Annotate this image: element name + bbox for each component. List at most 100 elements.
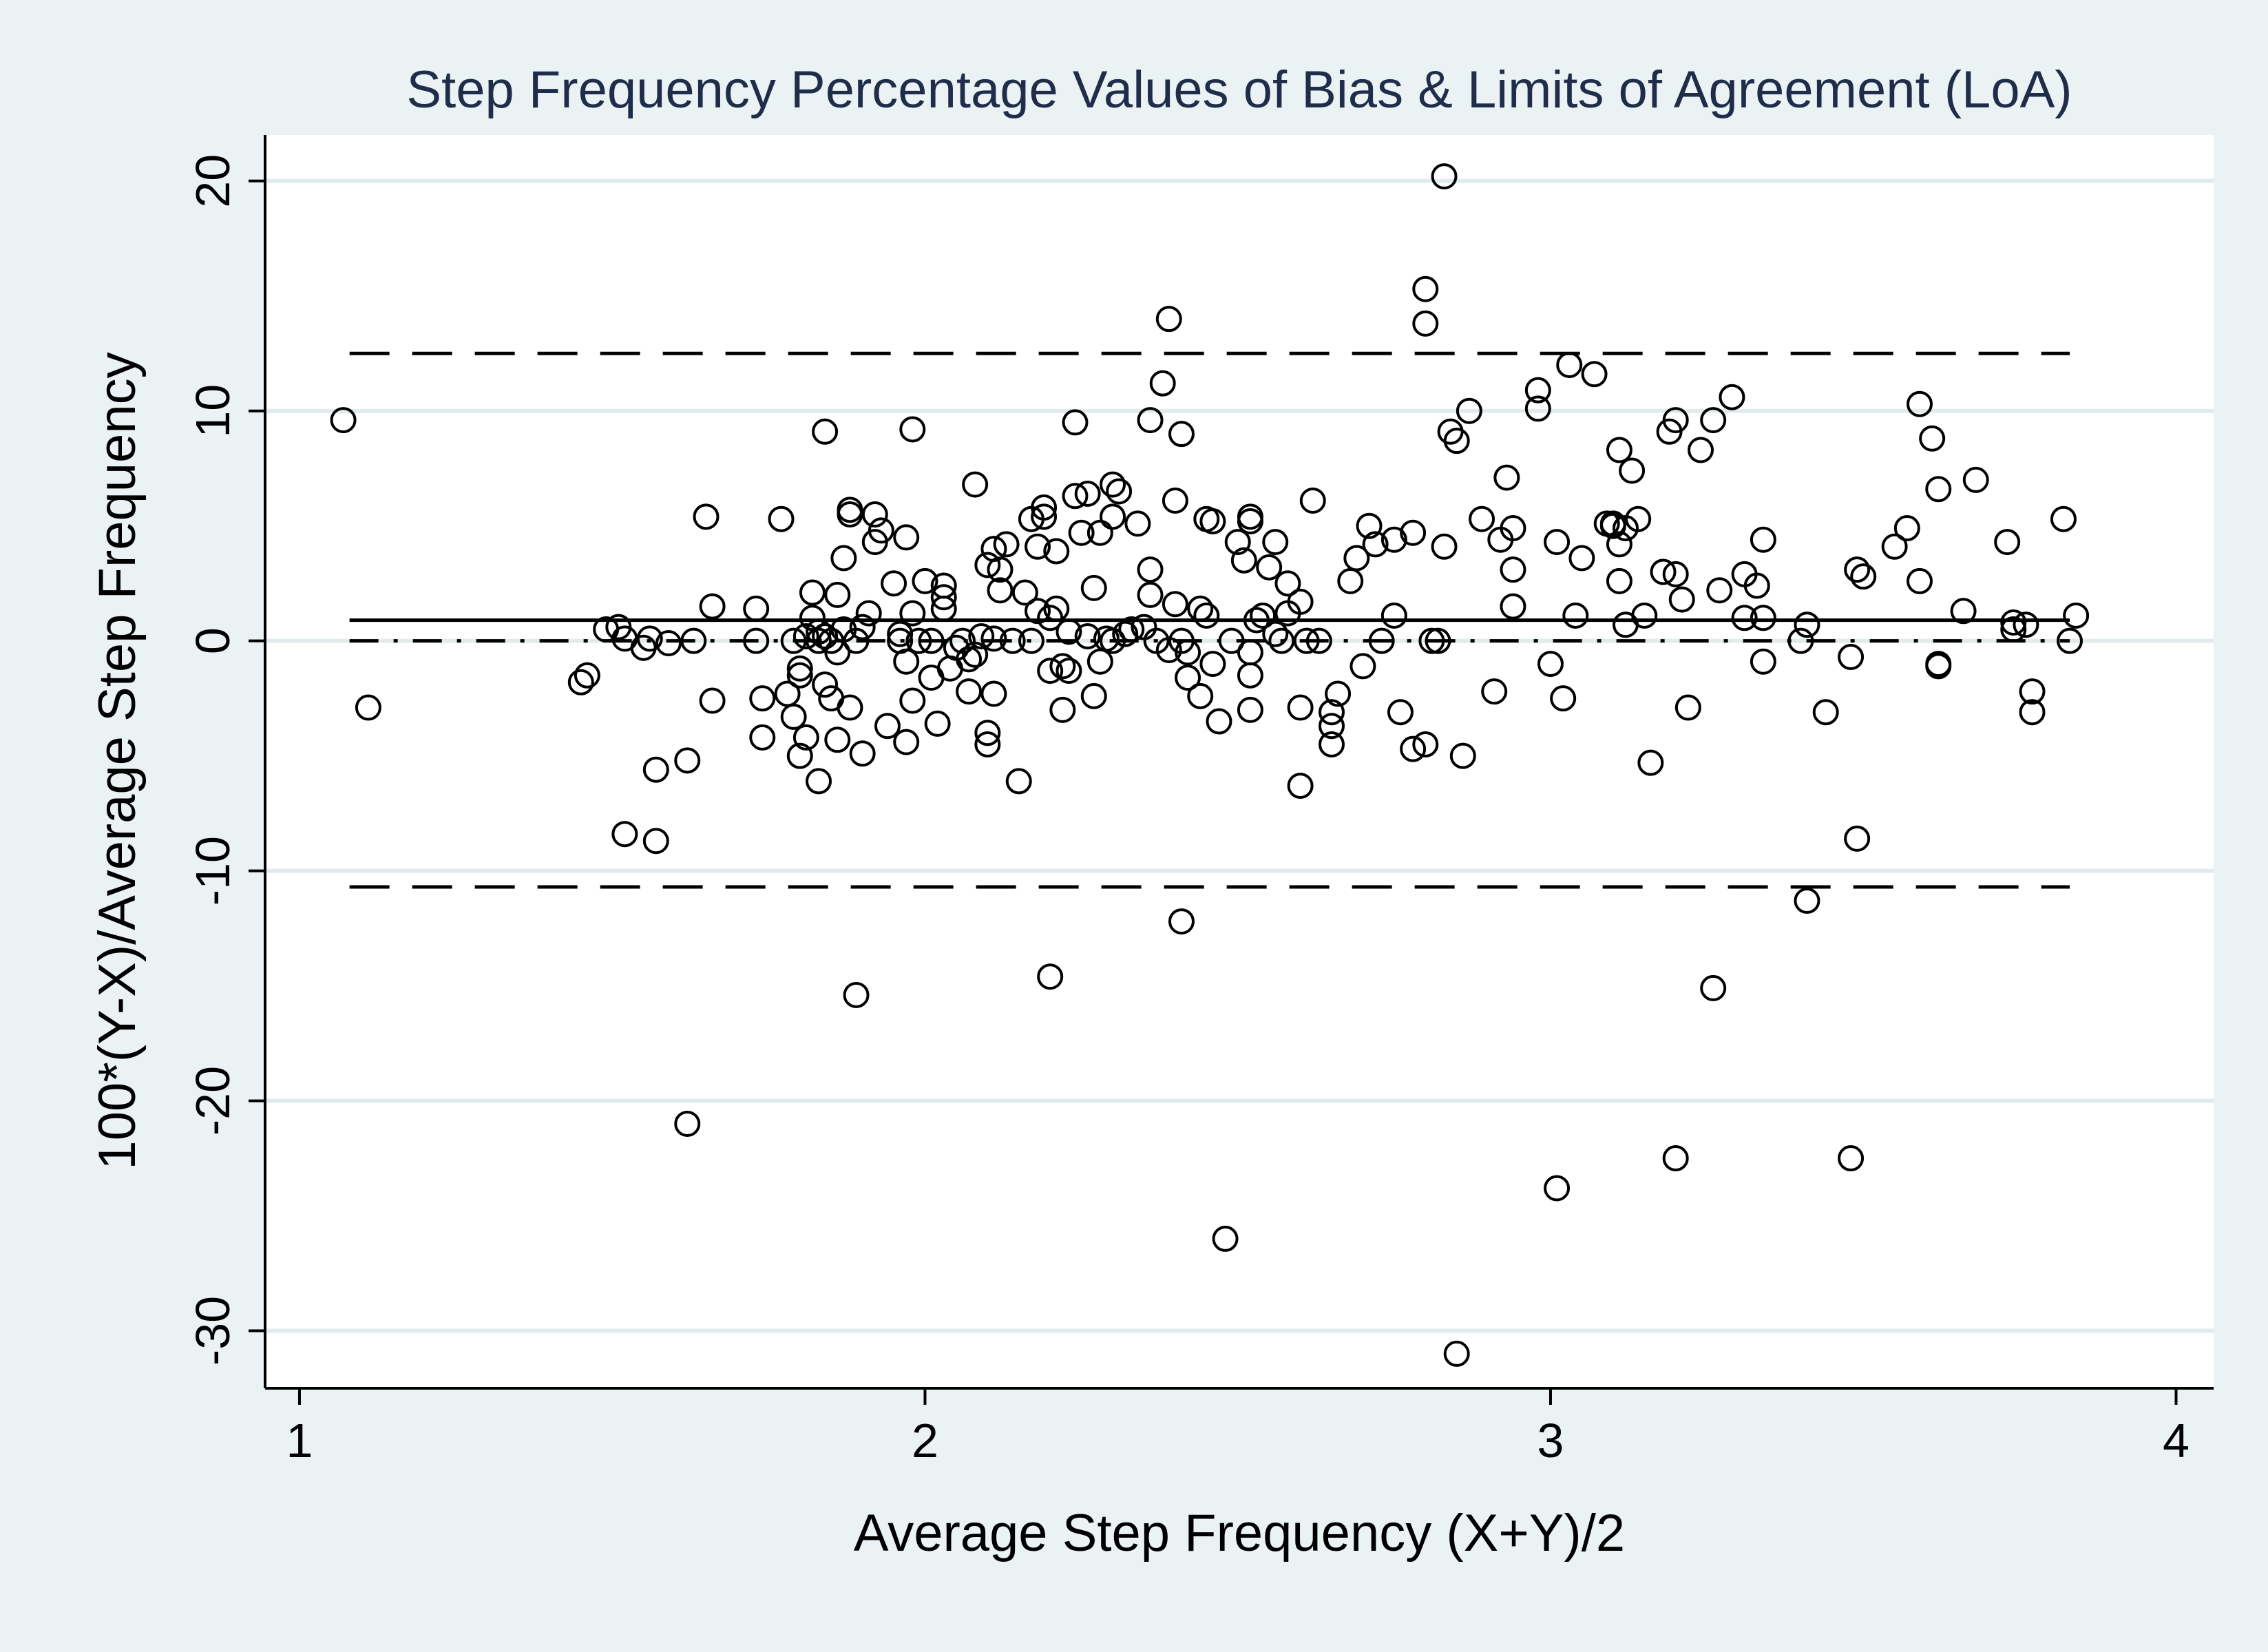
data-point	[968, 623, 995, 649]
data-point	[974, 552, 1001, 578]
data-point	[899, 687, 926, 714]
data-point	[1500, 515, 1526, 542]
data-point	[824, 581, 851, 608]
data-point	[1074, 480, 1101, 507]
data-point	[987, 556, 1014, 583]
data-point	[567, 669, 594, 696]
data-point	[861, 501, 888, 528]
data-point	[1287, 694, 1314, 721]
data-point	[1893, 515, 1920, 542]
data-point	[1719, 384, 1745, 410]
data-point	[843, 627, 870, 654]
data-point	[611, 821, 638, 848]
data-point	[1049, 653, 1076, 680]
data-point	[699, 593, 726, 620]
y-tick-label: -30	[186, 1296, 240, 1366]
data-point	[812, 623, 839, 649]
data-point	[1175, 665, 1201, 691]
data-point	[1787, 627, 1814, 654]
data-point	[1037, 658, 1064, 684]
data-point	[1206, 708, 1232, 735]
data-point	[780, 627, 807, 654]
x-axis-label: Average Step Frequency (X+Y)/2	[854, 1504, 1625, 1562]
data-point	[1155, 306, 1182, 333]
data-point	[1218, 627, 1245, 654]
data-point	[1237, 503, 1263, 530]
data-point	[1350, 653, 1376, 680]
data-point	[1599, 512, 1626, 539]
data-point	[574, 662, 600, 689]
data-point	[1425, 627, 1451, 654]
data-point	[1068, 519, 1095, 546]
data-point	[1662, 1145, 1689, 1172]
axis-ticks: 1 2 3 4 20 10 0 -10 -20 -30	[186, 154, 2190, 1467]
x-tick-label: 3	[1537, 1414, 1564, 1467]
data-point	[893, 648, 920, 675]
data-point	[1662, 561, 1689, 587]
data-point	[1062, 409, 1089, 436]
data-point	[780, 703, 807, 730]
data-point	[1631, 602, 1658, 629]
data-point	[1224, 529, 1251, 556]
data-point	[962, 641, 989, 668]
data-point	[1907, 567, 1933, 594]
data-point	[1625, 505, 1652, 532]
data-point	[1418, 627, 1445, 654]
data-point	[792, 623, 819, 649]
data-point	[1368, 627, 1395, 654]
data-point	[1343, 545, 1370, 572]
x-tick-label: 4	[2163, 1414, 2190, 1467]
data-point	[899, 416, 926, 443]
data-point	[1481, 678, 1508, 705]
data-point	[1018, 627, 1044, 654]
data-point	[1106, 478, 1133, 505]
data-point	[1994, 529, 2021, 556]
data-point	[1025, 598, 1051, 625]
data-point	[1731, 605, 1758, 631]
data-point	[693, 503, 720, 530]
data-point	[1187, 595, 1214, 622]
data-point	[1606, 531, 1632, 558]
data-point	[849, 740, 876, 767]
data-point	[1907, 390, 1933, 417]
data-point	[786, 742, 813, 769]
data-point	[899, 600, 926, 627]
data-point	[1149, 370, 1176, 397]
data-point	[1031, 494, 1058, 521]
data-point	[830, 545, 857, 572]
data-point	[1524, 395, 1551, 422]
data-point	[1005, 768, 1032, 795]
data-point	[642, 828, 669, 855]
x-tick-label: 1	[286, 1414, 313, 1467]
data-point	[868, 517, 894, 544]
data-point	[2000, 609, 2027, 636]
data-point	[1062, 483, 1089, 510]
data-point	[1319, 699, 1345, 726]
x-tick-label: 2	[912, 1414, 938, 1467]
data-point	[806, 627, 832, 654]
data-point	[912, 567, 938, 594]
data-point	[1380, 602, 1407, 629]
data-point	[1700, 974, 1727, 1001]
data-point	[1268, 627, 1295, 654]
data-point	[355, 694, 381, 721]
data-point	[974, 720, 1001, 746]
data-point	[1674, 694, 1701, 721]
data-point	[1162, 487, 1188, 514]
y-axis-label: 100*(Y-X)/Average Step Frequency	[88, 352, 147, 1169]
data-point	[1168, 908, 1195, 935]
data-point	[1606, 437, 1632, 463]
data-point	[1838, 644, 1865, 671]
data-point	[1043, 538, 1070, 565]
data-point	[993, 531, 1020, 558]
data-point	[974, 731, 1001, 757]
data-point	[743, 627, 770, 654]
data-point	[1794, 888, 1820, 914]
data-point	[1469, 505, 1495, 532]
data-point	[1925, 476, 1952, 503]
data-point	[1199, 651, 1226, 678]
data-point	[674, 747, 701, 774]
data-point	[1850, 563, 1877, 590]
data-point	[1080, 682, 1107, 709]
data-point	[806, 768, 832, 795]
